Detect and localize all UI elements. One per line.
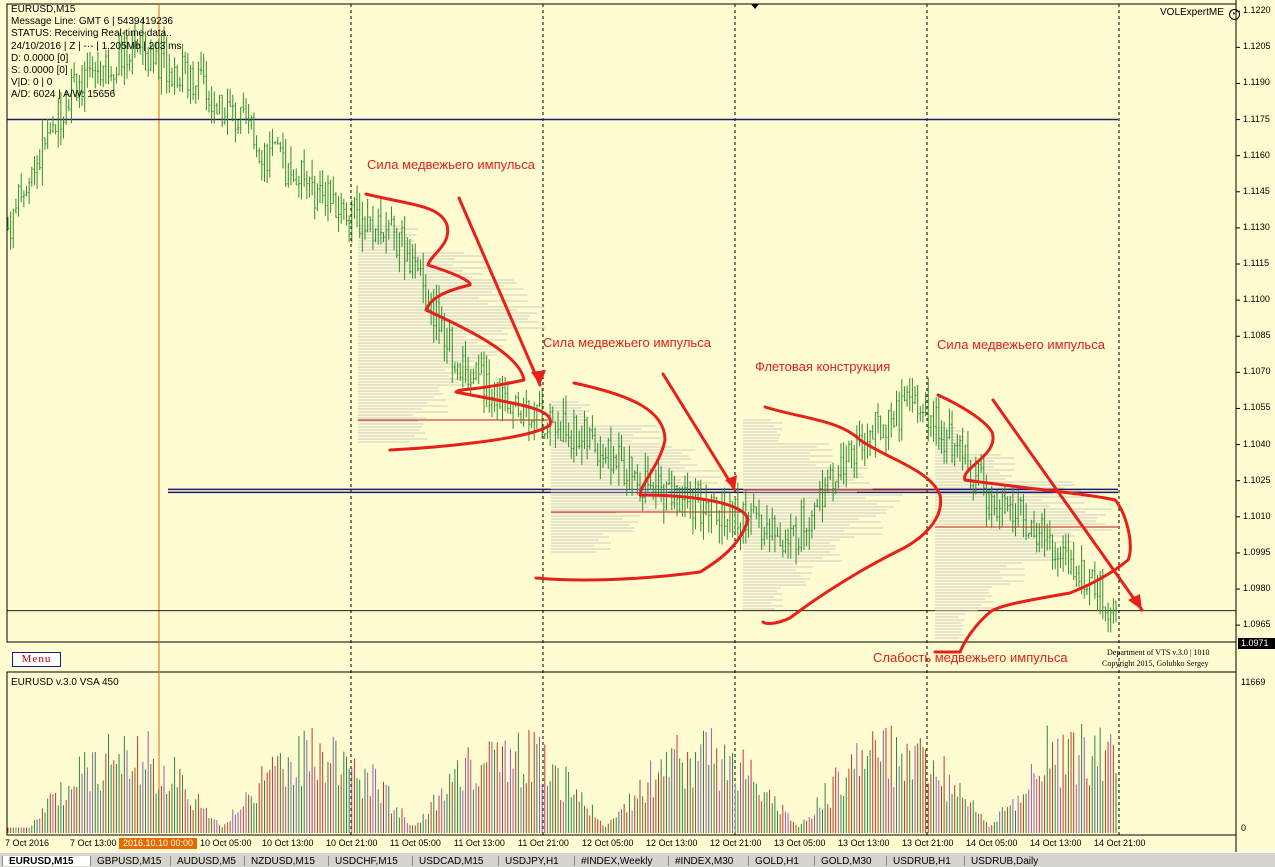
- annotation-bear-weakness: Слабость медвежьего импульса: [873, 650, 1068, 665]
- annotation-flat-construction: Флетовая конструкция: [755, 359, 891, 374]
- date-line: 24/10/2016 | Z | -·- | 1.205Mb | 203 ms: [11, 40, 182, 52]
- volume-max-label: 11669: [1241, 677, 1266, 687]
- symbol-tab[interactable]: USDRUB,H1: [886, 856, 965, 866]
- symbol-tab[interactable]: EURUSD,M15: [2, 856, 91, 866]
- price-tick-label: 1.1040: [1243, 438, 1271, 449]
- time-tick-label: 10 Oct 05:00: [200, 838, 252, 848]
- symbol-tab[interactable]: GOLD,H1: [748, 856, 815, 866]
- annotation-bear-impulse-3: Сила медвежьего импульса: [937, 337, 1105, 352]
- time-tick-label: 14 Oct 21:00: [1094, 838, 1146, 848]
- symbol-tab[interactable]: #INDEX,Weekly: [574, 856, 669, 866]
- time-tick-label: 14 Oct 13:00: [1030, 838, 1082, 848]
- annotation-stroke-5: [661, 372, 737, 492]
- symbol-tab[interactable]: #INDEX,M30: [668, 856, 749, 866]
- price-tick-label: 1.1085: [1243, 330, 1271, 341]
- arrow-head-2: [1128, 594, 1142, 610]
- volume-profile-3: [935, 427, 1113, 639]
- price-tick-label: 1.0980: [1243, 583, 1271, 594]
- annotation-bear-impulse-2: Сила медвежьего импульса: [543, 335, 711, 350]
- price-tick-label: 1.1190: [1243, 77, 1270, 88]
- top-marker-icon: [751, 4, 759, 9]
- menu-label: Menu: [21, 653, 52, 665]
- symbol-tab[interactable]: USDCAD,M15: [412, 856, 499, 866]
- time-tick-label: 13 Oct 05:00: [774, 838, 826, 848]
- price-tick-label: 1.1160: [1243, 149, 1270, 160]
- volume-panel-title: EURUSD v.3.0 VSA 450: [11, 677, 119, 688]
- price-tick-label: 1.1130: [1243, 221, 1270, 232]
- time-highlight-label: 2016.10.10 00:00: [122, 838, 194, 848]
- symbol-tab-bar: [0, 852, 1275, 867]
- price-pane-frame: [6, 3, 1237, 643]
- time-tick-label: 10 Oct 21:00: [326, 838, 378, 848]
- candles-group: [7, 19, 1117, 633]
- annotation-bear-impulse-1: Сила медвежьего импульса: [367, 157, 535, 172]
- time-tick-label: 12 Oct 05:00: [582, 838, 634, 848]
- chart-info-panel: EURUSD,M15 Message Line: GMT 6 | 5439419…: [11, 4, 181, 102]
- price-tick-label: 1.1055: [1243, 402, 1271, 413]
- price-tick-label: 1.1025: [1243, 474, 1271, 485]
- time-tick-label: 7 Oct 2016: [5, 838, 50, 848]
- menu-button[interactable]: Menu: [12, 652, 61, 667]
- price-tick-label: 1.1205: [1243, 41, 1271, 52]
- symbol-label: EURUSD,M15: [11, 4, 76, 15]
- price-tick-label: 1.1100: [1243, 294, 1270, 305]
- price-tick-label: 1.1175: [1243, 113, 1270, 124]
- price-tick-label: 1.1070: [1243, 366, 1271, 377]
- price-tick-label: 1.1145: [1243, 185, 1270, 196]
- annotation-stroke-6: [991, 398, 1144, 612]
- time-tick-label: 11 Oct 05:00: [390, 838, 441, 848]
- time-tick-label: 7 Oct 13:00: [70, 838, 117, 848]
- annotation-stroke-0: [364, 192, 552, 452]
- symbol-tab[interactable]: GBPUSD,M15: [90, 856, 171, 866]
- price-tick-label: 1.1010: [1243, 510, 1271, 521]
- current-price-tag: 1.0971: [1238, 638, 1275, 649]
- volume-bars-group: [7, 723, 1117, 833]
- symbol-tab[interactable]: USDRUB,Daily: [964, 856, 1043, 866]
- arrow-head-1: [725, 475, 737, 490]
- copyright-label: Copyright 2015, Golubko Sergey: [1102, 659, 1209, 668]
- brand-label: VOLExpertME ‣: [1160, 7, 1240, 20]
- message-line: Message Line: GMT 6 | 5439419236: [11, 16, 173, 28]
- current-price-value: 1.0971: [1241, 638, 1269, 648]
- annotation-stroke-4: [457, 196, 542, 387]
- time-tick-label: 12 Oct 21:00: [710, 838, 762, 848]
- ad-line: A/D: 6024 | A/W: 15656: [11, 89, 116, 101]
- department-label: Department of VTS v.3.0 | 1010: [1107, 648, 1210, 657]
- symbol-tab[interactable]: GOLD,M30: [814, 856, 887, 866]
- annotation-stroke-3: [933, 393, 1132, 654]
- price-tick-label: 1.0995: [1243, 546, 1271, 557]
- price-tick-label: 1.0965: [1243, 619, 1271, 630]
- symbol-tab[interactable]: NZDUSD,M15: [244, 856, 329, 866]
- time-tick-label: 13 Oct 13:00: [838, 838, 890, 848]
- annotation-stroke-2: [761, 405, 943, 625]
- time-highlight: 2016.10.10 00:00: [119, 838, 197, 849]
- symbol-tab[interactable]: USDCHF,M15: [328, 856, 413, 866]
- vd-line: V|D: 0 | 0: [11, 77, 53, 89]
- time-tick-label: 13 Oct 21:00: [902, 838, 954, 848]
- d-line: D: 0.0000 [0]: [11, 52, 69, 64]
- time-tick-label: 10 Oct 13:00: [262, 838, 314, 848]
- s-line: S: 0.0000 [0]: [11, 65, 68, 77]
- time-tick-label: 12 Oct 13:00: [646, 838, 698, 848]
- symbol-tab[interactable]: AUDUSD,M5: [170, 856, 245, 866]
- time-tick-label: 14 Oct 05:00: [966, 838, 1018, 848]
- arrow-head-0: [531, 370, 546, 385]
- price-tick-label: 1.1220: [1243, 5, 1271, 16]
- time-tick-label: 11 Oct 13:00: [454, 838, 505, 848]
- time-tick-label: 11 Oct 21:00: [518, 838, 569, 848]
- smiley-icon: ‣: [1228, 9, 1240, 20]
- brand-text: VOLExpertME: [1160, 7, 1224, 18]
- volume-min-label: 0: [1241, 823, 1247, 833]
- annotation-stroke-1: [534, 381, 750, 582]
- status-line: STATUS: Receiving Real-time data..: [11, 28, 172, 40]
- symbol-tab[interactable]: USDJPY,H1: [498, 856, 575, 866]
- price-tick-label: 1.1115: [1243, 258, 1270, 268]
